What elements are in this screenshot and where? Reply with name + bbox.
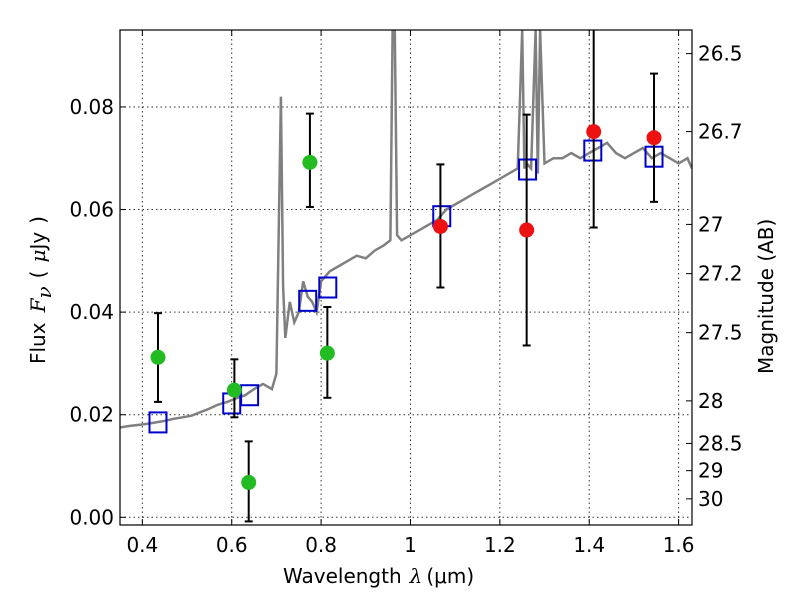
mag-tick-label: 27.2 <box>698 262 743 286</box>
x-tick-label: 0.4 <box>126 533 158 557</box>
x-tick-label: 1.6 <box>663 533 695 557</box>
y-tick-label: 0.08 <box>69 95 114 119</box>
x-tick-label: 1.4 <box>573 533 605 557</box>
y-axis-label-left: FluxFν(μJy) <box>26 216 56 364</box>
axes-frame <box>119 29 693 526</box>
photometry-point <box>226 382 242 398</box>
x-tick-label: 0.6 <box>216 533 248 557</box>
mag-tick-label: 28.5 <box>698 431 743 455</box>
photometry-point <box>586 124 602 140</box>
model-square-marker <box>240 384 260 407</box>
x-tick-label: 1 <box>404 533 417 557</box>
y-tick-label: 0.02 <box>69 403 114 427</box>
x-tick-label: 0.8 <box>305 533 337 557</box>
y-tick-label: 0.04 <box>69 300 114 324</box>
model-spectrum-line <box>120 30 692 429</box>
grid <box>120 30 692 525</box>
model-square-marker <box>318 276 338 299</box>
plot-area <box>120 30 692 523</box>
mag-tick-label: 27.5 <box>698 321 743 345</box>
photometry-point <box>432 218 448 234</box>
y-tick-label: 0.06 <box>69 198 114 222</box>
mag-tick-label: 26.5 <box>698 42 743 66</box>
model-square-marker <box>148 411 168 434</box>
x-tick-label: 1.2 <box>484 533 516 557</box>
photometry-point <box>150 349 166 365</box>
mag-tick-label: 30 <box>698 487 723 511</box>
y-tick-label: 0.00 <box>69 505 114 529</box>
y-axis-label-right: Magnitude (AB) <box>754 219 778 374</box>
x-axis-label: Wavelength λ (μm) <box>283 564 474 588</box>
mag-tick-label: 28 <box>698 389 723 413</box>
ticks: 0.4 0.6 0.8 1 1.2 1.4 1.6 0.00 0.02 0.04 0.06 0.08 2… <box>69 30 743 557</box>
mag-tick-label: 26.7 <box>698 120 743 144</box>
photometry-point <box>241 474 257 490</box>
photometry-point <box>519 222 535 238</box>
photometry-point <box>646 130 662 146</box>
mag-tick-label: 27 <box>698 212 723 236</box>
mag-tick-label: 29 <box>698 459 723 483</box>
model-square-marker <box>298 289 318 312</box>
photometry-point <box>319 345 335 361</box>
photometry-point <box>302 154 318 170</box>
